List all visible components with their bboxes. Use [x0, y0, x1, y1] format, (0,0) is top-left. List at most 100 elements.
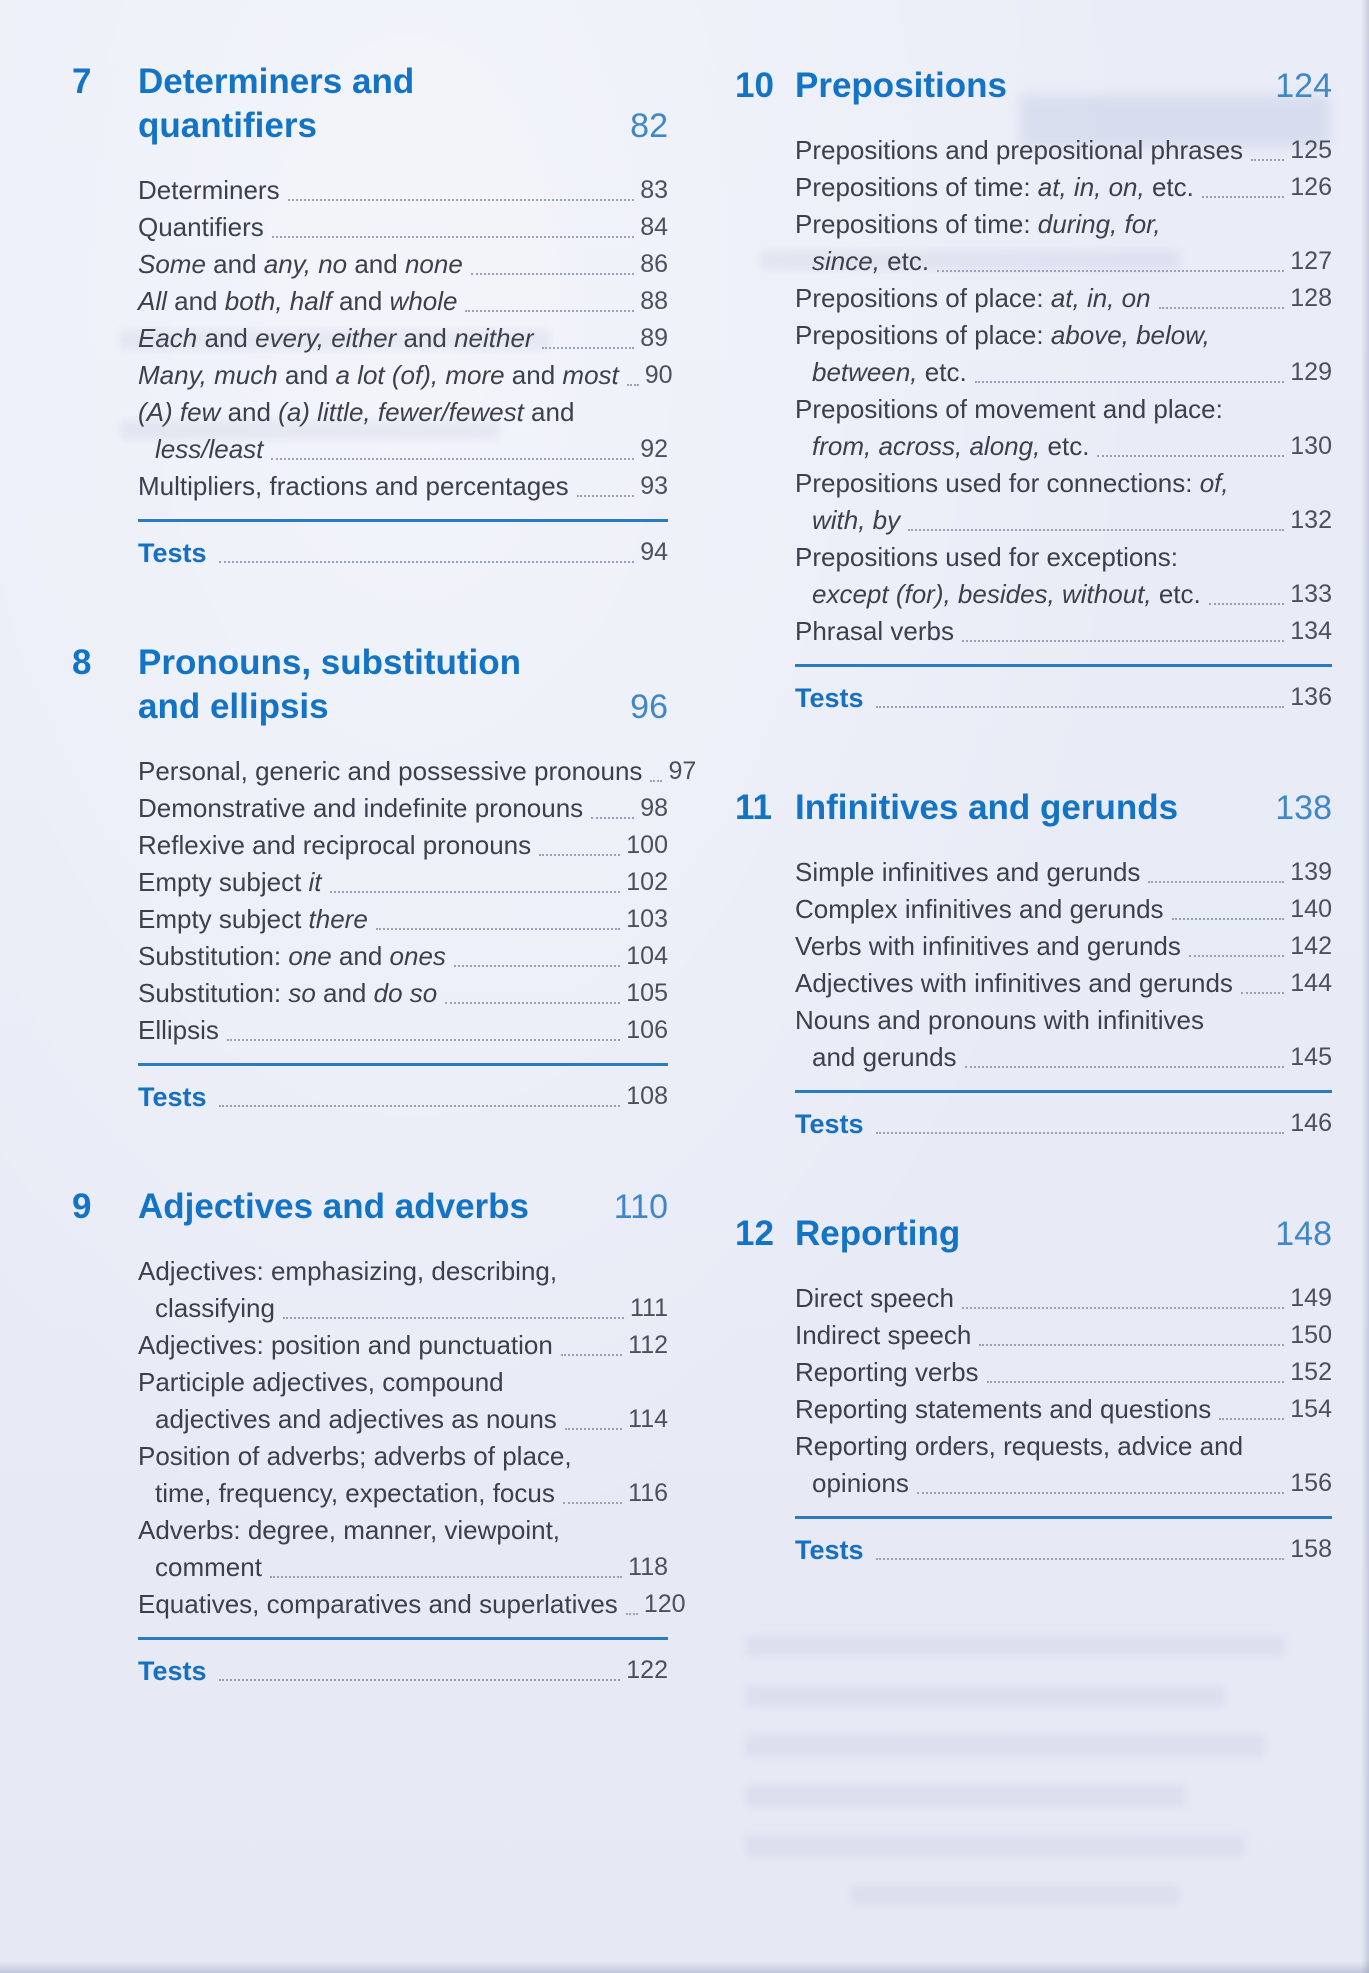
toc-entry-text: Empty subject there	[138, 901, 368, 938]
toc-entry-line: classifying 111	[138, 1290, 668, 1327]
toc-entry-line: (A) few and (a) little, fewer/fewest and	[138, 394, 668, 431]
toc-entry-line: Prepositions used for connections: of,	[795, 465, 1332, 502]
tests-page: 136	[1290, 683, 1332, 711]
toc-entry-line: Many, much and a lot (of), more and most…	[138, 357, 673, 394]
toc-entry-line: Demonstrative and indefinite pronouns 98	[138, 790, 668, 827]
toc-entry-segment: during, for,	[1037, 209, 1161, 239]
toc-entry-text: Empty subject it	[138, 864, 322, 901]
toc-entry-text: Complex infinitives and gerunds	[795, 891, 1164, 928]
page-edge-shadow-right	[1361, 0, 1369, 1973]
toc-entry-text: Equatives, comparatives and superlatives	[138, 1586, 618, 1623]
toc-entry-text: comment	[155, 1549, 262, 1586]
toc-entry-line: time, frequency, expectation, focus 116	[138, 1475, 668, 1512]
toc-entry-segment: comment	[155, 1552, 262, 1582]
toc-entry-text: Reflexive and reciprocal pronouns	[138, 827, 531, 864]
toc-entry-page: 133	[1290, 580, 1332, 608]
toc-entry-line: Verbs with infinitives and gerunds 142	[795, 928, 1332, 965]
toc-entry-text: less/least	[155, 431, 263, 468]
dotted-leader	[875, 706, 1285, 708]
toc-entry: Complex infinitives and gerunds 140	[795, 891, 1332, 928]
toc-entry-text: Some and any, no and none	[138, 246, 463, 283]
dotted-leader	[445, 1002, 621, 1004]
dotted-leader	[1188, 955, 1285, 957]
toc-entry-segment: time, frequency, expectation, focus	[155, 1478, 555, 1508]
section-page-number: 124	[1275, 67, 1332, 105]
dotted-leader	[218, 1105, 621, 1107]
toc-entry-line: less/least 92	[138, 431, 668, 468]
toc-entry-page: 152	[1290, 1358, 1332, 1386]
tests-page: 146	[1290, 1109, 1332, 1137]
toc-entry-segment: none	[404, 249, 463, 279]
toc-entry-segment: Prepositions of movement and place:	[795, 394, 1223, 424]
dotted-leader	[287, 199, 635, 201]
toc-entry-page: 118	[628, 1553, 668, 1581]
toc-entry-text: Ellipsis	[138, 1012, 219, 1049]
toc-entry-text: with, by	[812, 502, 900, 539]
toc-entry-line: Simple infinitives and gerunds 139	[795, 854, 1332, 891]
toc-entry-page: 114	[628, 1405, 668, 1433]
tests-label: Tests	[138, 538, 207, 568]
toc-entry-line: Multipliers, fractions and percentages 93	[138, 468, 668, 505]
dotted-leader	[465, 310, 635, 312]
toc-entry: Empty subject there 103	[138, 901, 668, 938]
toc-entry-text: and gerunds	[812, 1039, 957, 1076]
toc-entry-segment: Multipliers, fractions and percentages	[138, 471, 569, 501]
toc-entry-text: opinions	[812, 1465, 909, 1502]
tests-rule	[795, 664, 1332, 667]
toc-entry-text: Phrasal verbs	[795, 613, 954, 650]
toc-entry: Adverbs: degree, manner, viewpoint, comme…	[138, 1512, 668, 1586]
toc-entry-line: Prepositions of place: above, below,	[795, 317, 1332, 354]
tests-label: Tests	[138, 1656, 207, 1686]
toc-entry-page: 84	[640, 213, 668, 241]
toc-entry-text: Multipliers, fractions and percentages	[138, 468, 569, 505]
dotted-leader	[576, 495, 635, 497]
toc-entry-line: Reporting statements and questions 154	[795, 1391, 1332, 1428]
tests-line: Tests 108	[138, 1078, 668, 1115]
toc-entry-line: Direct speech 149	[795, 1280, 1332, 1317]
dotted-leader	[271, 236, 635, 238]
section-page-number: 138	[1275, 789, 1332, 827]
toc-entry-segment: Verbs with infinitives and gerunds	[795, 931, 1181, 961]
toc-entry-page: 145	[1290, 1043, 1332, 1071]
dotted-leader	[564, 1428, 623, 1430]
toc-entry-segment: Reporting verbs	[795, 1357, 979, 1387]
toc-entry-text: Substitution: so and do so	[138, 975, 437, 1012]
toc-entry: Prepositions of place: at, in, on 128	[795, 280, 1332, 317]
toc-entry-segment: Adjectives with infinitives and gerunds	[795, 968, 1233, 998]
toc-entry-segment: except (for), besides, without,	[812, 579, 1152, 609]
section-title-line: Infinitives and gerunds	[795, 788, 1179, 827]
dotted-leader	[282, 1317, 624, 1319]
tests-line: Tests 136	[795, 679, 1332, 716]
toc-entry-segment: and	[315, 978, 374, 1008]
toc-entry-text: Prepositions of place: above, below,	[795, 320, 1210, 350]
toc-entry-segment: it	[308, 867, 322, 897]
bleed-through-ghost	[745, 1735, 1265, 1757]
toc-entry-line: Prepositions of time: during, for,	[795, 206, 1332, 243]
toc-entry-segment: Position of adverbs; adverbs of place,	[138, 1441, 572, 1471]
dotted-leader	[562, 1502, 623, 1504]
toc-entry: Prepositions of movement and place: from,…	[795, 391, 1332, 465]
section-heading: 9 Adjectives and adverbs 110	[72, 1185, 668, 1229]
section-entries: Prepositions and prepositional phrases 12…	[735, 132, 1332, 650]
toc-entry-text: Reporting statements and questions	[795, 1391, 1211, 1428]
toc-entry-segment: Substitution:	[138, 941, 289, 971]
toc-entry-page: 134	[1290, 617, 1332, 645]
toc-entry: Position of adverbs; adverbs of place, ti…	[138, 1438, 668, 1512]
bleed-through-ghost	[850, 1885, 1180, 1905]
toc-entry-segment: do so	[373, 978, 438, 1008]
toc-section: 10 Prepositions 124 Prepositions and prepos…	[735, 64, 1332, 716]
toc-entry-page: 111	[629, 1294, 668, 1322]
toc-entry-line: Each and every, either and neither 89	[138, 320, 668, 357]
section-heading: 11 Infinitives and gerunds 138	[735, 786, 1332, 830]
section-heading: 8 Pronouns, substitution and ellipsis 96	[72, 641, 668, 729]
toc-entry: Quantifiers 84	[138, 209, 668, 246]
dotted-leader	[269, 1576, 623, 1578]
toc-entry-segment: Prepositions and prepositional phrases	[795, 135, 1244, 165]
toc-entry-text: Prepositions used for exceptions:	[795, 542, 1178, 572]
page-edge-shadow-bottom	[0, 1961, 1369, 1973]
toc-entry-line: Personal, generic and possessive pronoun…	[138, 753, 696, 790]
toc-entry: Determiners 83	[138, 172, 668, 209]
dotted-leader	[961, 1307, 1285, 1309]
tests-block: Tests 108	[72, 1063, 668, 1115]
